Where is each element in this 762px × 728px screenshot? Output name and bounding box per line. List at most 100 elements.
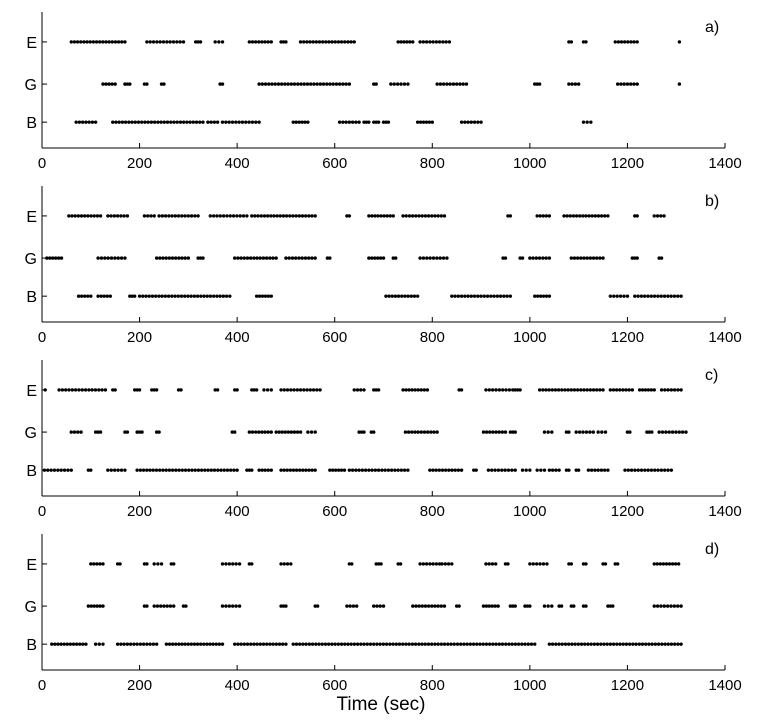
event-point [428,256,432,260]
event-point [636,468,640,472]
event-point [158,468,162,472]
event-point [635,40,639,44]
event-point [664,430,668,434]
event-point [306,120,310,124]
event-point [372,388,376,392]
event-point [98,214,103,218]
event-point [537,82,542,86]
event-point [534,256,539,260]
event-point [503,562,508,566]
event-point [435,82,439,86]
event-point [598,388,602,392]
event-point [222,468,226,472]
event-point [513,468,517,472]
event-point [120,120,125,124]
event-point [492,294,496,298]
event-point [656,468,660,472]
event-point [180,214,184,218]
event-point [619,82,623,86]
event-point [74,120,78,124]
event-point [347,120,352,124]
event-point [237,120,241,124]
event-point [503,256,508,260]
event-point [381,120,386,124]
event-point [411,604,415,608]
event-point [110,82,114,86]
event-point [493,468,497,472]
event-point [258,642,263,646]
event-point [269,468,273,472]
event-point [608,294,613,298]
event-point [198,120,202,124]
event-point [215,214,219,218]
event-point [585,120,589,124]
event-point [624,642,629,646]
event-point [285,562,290,566]
event-point [629,468,634,472]
event-point [266,40,270,44]
event-point [659,388,664,392]
event-point [434,40,439,44]
event-point [123,430,127,434]
event-point [289,430,294,434]
event-point [310,214,314,218]
event-point [298,40,303,44]
event-point [384,642,389,646]
y-tick-label: E [26,557,37,574]
event-point [669,388,674,392]
x-tick-label: 1000 [513,155,546,172]
event-point [265,642,269,646]
event-point [310,256,314,260]
event-point [76,430,80,434]
event-point [307,468,311,472]
event-point [297,214,302,218]
x-tick-label: 1400 [708,503,741,520]
event-point [572,604,576,608]
event-point [498,294,503,298]
event-point [354,468,358,472]
event-point [313,214,317,218]
event-point [127,120,131,124]
event-point [253,430,258,434]
event-point [289,388,293,392]
event-point [666,468,670,472]
event-point [79,430,83,434]
event-point [653,468,657,472]
event-point [360,468,365,472]
event-point [63,388,68,392]
event-point [282,562,286,566]
event-point [346,642,350,646]
event-point [496,468,501,472]
event-point [355,388,360,392]
event-point [224,604,228,608]
event-point [117,120,121,124]
event-point [141,294,145,298]
event-point [132,642,136,646]
event-point [282,468,286,472]
event-point [404,214,408,218]
event-point [583,642,587,646]
event-point [42,468,47,472]
event-point [494,430,498,434]
event-point [194,120,199,124]
event-point [295,388,300,392]
event-point [646,294,650,298]
event-point [266,468,270,472]
event-point [625,294,630,298]
event-point [633,256,637,260]
event-point [370,256,374,260]
event-point [500,468,504,472]
event-point [260,468,264,472]
event-point [264,256,269,260]
event-point [618,388,622,392]
event-point [199,468,204,472]
event-point [291,468,296,472]
event-point [192,294,197,298]
event-point [102,294,106,298]
event-point [615,562,620,566]
event-point [123,256,127,260]
event-point [132,388,137,392]
event-point [622,40,627,44]
event-point [142,562,147,566]
